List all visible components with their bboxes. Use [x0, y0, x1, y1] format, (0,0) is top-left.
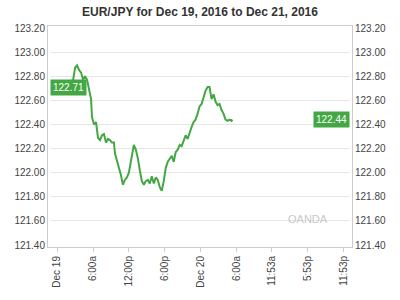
svg-text:OANDA: OANDA	[288, 213, 328, 225]
svg-text:122.44: 122.44	[316, 114, 347, 125]
svg-text:121.80: 121.80	[355, 191, 386, 202]
svg-text:121.40: 121.40	[355, 240, 386, 251]
svg-text:122.60: 122.60	[14, 95, 45, 106]
svg-text:122.71: 122.71	[53, 82, 84, 93]
svg-text:11:53p: 11:53p	[338, 256, 349, 286]
svg-text:122.20: 122.20	[355, 143, 386, 154]
svg-text:6:00p: 6:00p	[159, 256, 170, 281]
svg-text:123.20: 123.20	[355, 23, 386, 34]
svg-text:Dec 19: Dec 19	[51, 256, 62, 288]
svg-text:122.80: 122.80	[14, 71, 45, 82]
svg-text:123.00: 123.00	[355, 47, 386, 58]
svg-text:121.40: 121.40	[14, 240, 45, 251]
svg-text:123.00: 123.00	[14, 47, 45, 58]
svg-text:11:53a: 11:53a	[266, 256, 277, 286]
svg-text:EUR/JPY for Dec 19, 2016 to De: EUR/JPY for Dec 19, 2016 to Dec 21, 2016	[82, 5, 318, 19]
svg-text:121.60: 121.60	[14, 215, 45, 226]
svg-text:6:00a: 6:00a	[231, 256, 242, 281]
svg-text:123.20: 123.20	[14, 23, 45, 34]
svg-text:122.00: 122.00	[14, 167, 45, 178]
svg-text:5:53p: 5:53p	[302, 256, 313, 281]
svg-text:121.60: 121.60	[355, 215, 386, 226]
svg-text:122.60: 122.60	[355, 95, 386, 106]
svg-text:122.80: 122.80	[355, 71, 386, 82]
svg-text:12:00p: 12:00p	[123, 256, 134, 287]
svg-text:122.20: 122.20	[14, 143, 45, 154]
svg-text:6:00a: 6:00a	[87, 256, 98, 281]
svg-text:122.40: 122.40	[14, 119, 45, 130]
svg-text:Dec 20: Dec 20	[195, 256, 206, 288]
svg-text:121.80: 121.80	[14, 191, 45, 202]
svg-text:122.00: 122.00	[355, 167, 386, 178]
svg-text:122.40: 122.40	[355, 119, 386, 130]
